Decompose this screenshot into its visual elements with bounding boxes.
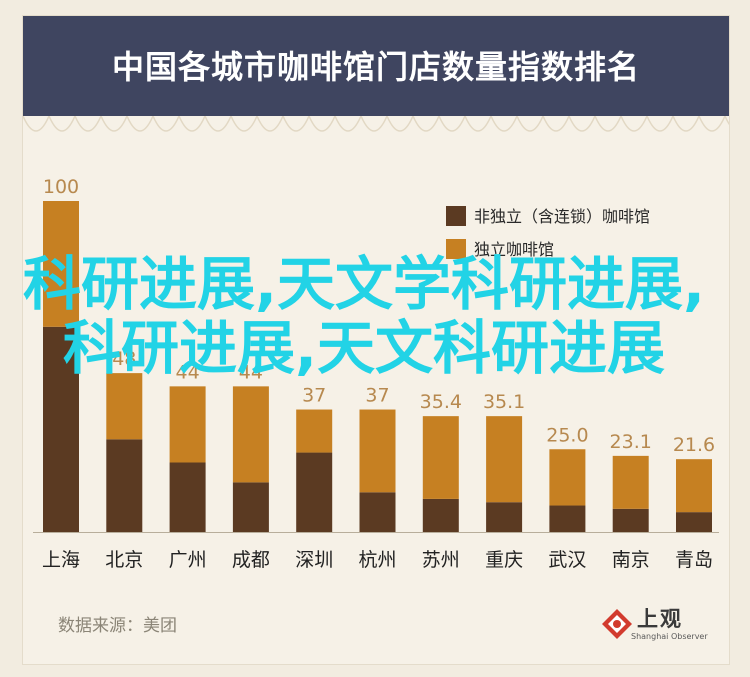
- value-label: 44: [239, 361, 263, 383]
- bar-chart: 100 上海 48 北京 44 广州 44 成都 37 深圳 37 杭州 35.4 苏州 35.1 重庆 25.…: [33, 176, 719, 571]
- bar-independent: [169, 386, 206, 463]
- legend-swatch: [446, 239, 466, 259]
- scallop: [126, 116, 154, 132]
- scallop: [516, 116, 544, 132]
- bar-non-independent: [232, 482, 269, 532]
- scallop: [386, 116, 414, 132]
- category-label: 深圳: [295, 549, 333, 571]
- scallop: [542, 116, 570, 132]
- scallop: [412, 116, 440, 132]
- bar-non-independent: [422, 498, 459, 532]
- bar-independent: [296, 409, 333, 453]
- chart-title: 中国各城市咖啡馆门店数量指数排名: [111, 48, 640, 86]
- bar-independent: [359, 409, 396, 493]
- bar-independent: [43, 201, 79, 327]
- category-label: 成都: [232, 549, 270, 571]
- value-label: 37: [302, 385, 326, 407]
- scallop: [698, 116, 726, 132]
- scallop: [152, 116, 180, 132]
- value-label: 25.0: [546, 424, 588, 446]
- bar-independent: [486, 416, 523, 503]
- category-label: 北京: [105, 549, 143, 571]
- bar-independent: [676, 459, 712, 513]
- bar-non-independent: [169, 462, 206, 532]
- scallop: [568, 116, 596, 132]
- scallop: [100, 116, 128, 132]
- data-source: 数据来源：美团: [58, 616, 177, 636]
- category-label: 广州: [169, 549, 207, 571]
- bar-non-independent: [43, 326, 79, 532]
- value-label: 23.1: [610, 431, 652, 453]
- scallop: [438, 116, 466, 132]
- bar-non-independent: [359, 492, 396, 532]
- bar-independent: [106, 373, 143, 440]
- bar-non-independent: [612, 508, 649, 532]
- value-label: 44: [176, 361, 200, 383]
- scallop: [178, 116, 206, 132]
- scallop: [724, 116, 729, 125]
- bar-independent: [422, 416, 459, 499]
- logo-name: 上观: [637, 607, 683, 631]
- scallop: [230, 116, 258, 132]
- legend-swatch: [446, 206, 466, 226]
- value-label: 35.4: [420, 391, 462, 413]
- shanghai-observer-logo: 上观 Shanghai Observer: [601, 602, 711, 646]
- category-label: 武汉: [548, 549, 586, 571]
- scallop: [334, 116, 362, 132]
- category-label: 重庆: [485, 549, 523, 571]
- scallop: [256, 116, 284, 132]
- scallop: [204, 116, 232, 132]
- scallop: [74, 116, 102, 132]
- legend-label: 非独立（含连锁）咖啡馆: [474, 207, 650, 226]
- scallop: [48, 116, 76, 132]
- value-label: 100: [43, 176, 79, 198]
- bar-non-independent: [296, 452, 333, 532]
- category-label: 青岛: [675, 549, 713, 571]
- bar-non-independent: [549, 505, 586, 532]
- scallop: [360, 116, 388, 132]
- scallop: [620, 116, 648, 132]
- category-label: 杭州: [358, 549, 396, 571]
- category-label: 苏州: [422, 549, 460, 571]
- chart-header: 中国各城市咖啡馆门店数量指数排名: [23, 16, 729, 116]
- value-label: 21.6: [673, 434, 715, 456]
- legend-label: 独立咖啡馆: [474, 240, 554, 259]
- bar-independent: [549, 449, 586, 506]
- bar-independent: [232, 386, 269, 483]
- scallop: [594, 116, 622, 132]
- logo-subtitle: Shanghai Observer: [631, 632, 708, 641]
- value-label: 35.1: [483, 391, 525, 413]
- scallop: [23, 116, 50, 132]
- scallop: [490, 116, 518, 132]
- category-label: 南京: [612, 549, 650, 571]
- scallop: [308, 116, 336, 132]
- chart-card: 中国各城市咖啡馆门店数量指数排名 100 上海 48 北京 44 广州 44 成都 37 深圳 37…: [23, 16, 729, 664]
- bar-non-independent: [676, 512, 712, 532]
- bar-non-independent: [486, 502, 523, 532]
- value-label: 48: [112, 348, 136, 370]
- logo-icon: [602, 609, 632, 639]
- bar-non-independent: [106, 439, 143, 532]
- scallop: [464, 116, 492, 132]
- bar-independent: [612, 455, 649, 509]
- scallop: [282, 116, 310, 132]
- scallop: [646, 116, 674, 132]
- value-label: 37: [365, 385, 389, 407]
- header-scallop-border: [23, 116, 729, 132]
- scallop: [672, 116, 700, 132]
- category-label: 上海: [42, 549, 80, 571]
